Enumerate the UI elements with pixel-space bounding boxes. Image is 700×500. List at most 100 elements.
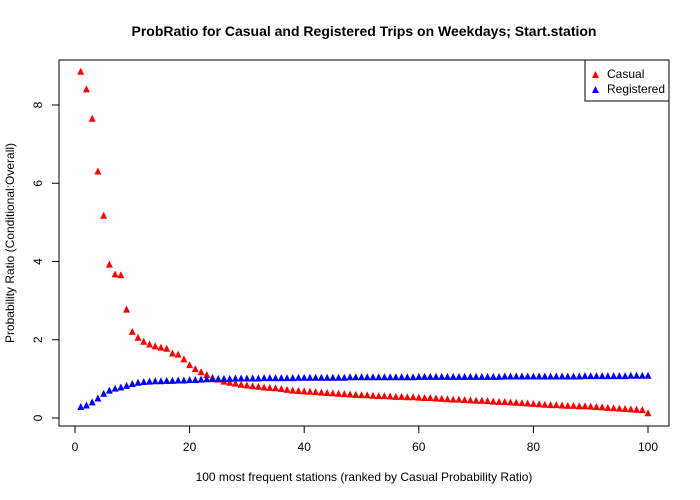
- registered-point: [272, 374, 280, 382]
- legend: Casual Registered: [584, 59, 670, 102]
- casual-point: [455, 395, 463, 403]
- casual-point: [254, 382, 262, 390]
- registered-point: [123, 381, 131, 389]
- casual-point: [369, 391, 377, 399]
- registered-point: [117, 383, 125, 391]
- registered-point: [249, 374, 257, 382]
- registered-point: [558, 372, 566, 380]
- registered-point: [82, 401, 90, 409]
- registered-point: [610, 372, 618, 380]
- registered-point: [174, 376, 182, 384]
- registered-point: [260, 374, 268, 382]
- registered-point: [294, 373, 302, 381]
- casual-point: [283, 385, 291, 393]
- casual-point: [552, 401, 560, 409]
- registered-point: [317, 373, 325, 381]
- y-axis: 0 2 4 6 8: [31, 101, 60, 421]
- y-tick-label: 4: [31, 258, 45, 265]
- x-tick-label: 100: [638, 440, 658, 454]
- casual-point: [128, 327, 136, 335]
- registered-point: [283, 374, 291, 382]
- casual-point: [386, 392, 394, 400]
- x-tick-label: 0: [72, 440, 79, 454]
- registered-point: [151, 377, 159, 385]
- casual-point: [478, 396, 486, 404]
- casual-point: [506, 398, 514, 406]
- registered-point: [306, 373, 314, 381]
- y-tick-label: 2: [31, 336, 45, 343]
- casual-point: [277, 385, 285, 393]
- casual-point: [541, 400, 549, 408]
- casual-point: [529, 399, 537, 407]
- casual-point: [346, 390, 354, 398]
- registered-point: [472, 372, 480, 380]
- casual-point: [627, 405, 635, 413]
- registered-point: [478, 372, 486, 380]
- registered-point: [547, 372, 555, 380]
- registered-point: [438, 372, 446, 380]
- x-tick-label: 80: [527, 440, 541, 454]
- casual-point: [226, 378, 234, 386]
- casual-point: [335, 389, 343, 397]
- casual-point: [249, 382, 257, 390]
- registered-point: [191, 376, 199, 384]
- registered-point: [592, 372, 600, 380]
- casual-point: [294, 387, 302, 395]
- casual-point: [145, 340, 153, 348]
- registered-point: [243, 374, 251, 382]
- registered-point: [575, 372, 583, 380]
- casual-point: [421, 394, 429, 402]
- y-tick-label: 6: [31, 180, 45, 187]
- casual-point: [426, 394, 434, 402]
- legend-registered-label: Registered: [607, 82, 665, 96]
- casual-point: [575, 402, 583, 410]
- registered-point: [134, 378, 142, 386]
- casual-point: [604, 403, 612, 411]
- casual-point: [140, 337, 148, 345]
- registered-point: [209, 375, 217, 383]
- casual-point: [495, 397, 503, 405]
- x-tick-label: 60: [412, 440, 426, 454]
- registered-point: [111, 384, 119, 392]
- casual-point: [610, 404, 618, 412]
- casual-point: [489, 397, 497, 405]
- casual-point: [88, 114, 96, 122]
- casual-point: [111, 270, 119, 278]
- registered-point: [254, 374, 262, 382]
- y-tick-label: 8: [31, 101, 45, 108]
- x-axis-label: 100 most frequent stations (ranked by Ca…: [196, 470, 533, 484]
- casual-point: [237, 380, 245, 388]
- chart-title: ProbRatio for Casual and Registered Trip…: [132, 23, 597, 39]
- registered-point: [386, 373, 394, 381]
- casual-point: [501, 397, 509, 405]
- registered-point: [449, 372, 457, 380]
- y-axis-label: Probability Ratio (Conditional:Overall): [3, 143, 17, 343]
- registered-point: [186, 376, 194, 384]
- registered-point: [220, 374, 228, 382]
- registered-point: [94, 394, 102, 402]
- registered-point: [501, 372, 509, 380]
- registered-point: [506, 372, 514, 380]
- casual-point: [449, 395, 457, 403]
- casual-point: [409, 393, 417, 401]
- registered-point: [312, 373, 320, 381]
- casual-point: [186, 361, 194, 369]
- casual-point: [163, 344, 171, 352]
- casual-point: [570, 401, 578, 409]
- registered-point: [340, 373, 348, 381]
- casual-point: [272, 384, 280, 392]
- casual-point: [82, 85, 90, 93]
- registered-point: [570, 372, 578, 380]
- casual-point: [363, 391, 371, 399]
- registered-point: [237, 374, 245, 382]
- registered-point: [484, 372, 492, 380]
- registered-point: [398, 373, 406, 381]
- legend-box: [584, 59, 670, 102]
- registered-point: [128, 379, 136, 387]
- registered-point: [518, 372, 526, 380]
- registered-point: [197, 375, 205, 383]
- casual-point: [266, 383, 274, 391]
- casual-point: [443, 395, 451, 403]
- casual-point: [547, 401, 555, 409]
